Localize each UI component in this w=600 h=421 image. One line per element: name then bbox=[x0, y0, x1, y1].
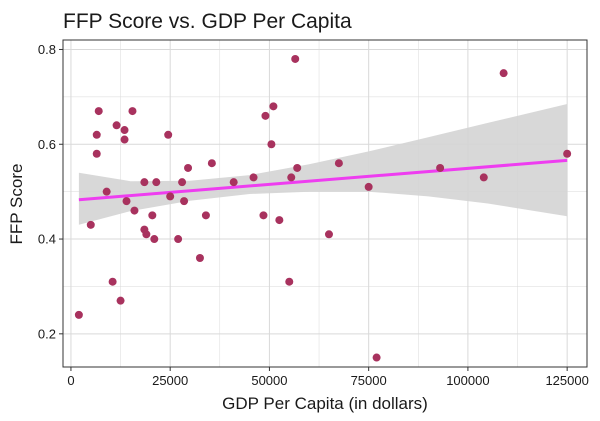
data-point bbox=[364, 182, 373, 191]
data-point bbox=[249, 173, 258, 182]
y-axis-title: FFP Score bbox=[7, 164, 26, 245]
data-point bbox=[102, 187, 111, 196]
data-point bbox=[436, 163, 445, 172]
data-point bbox=[112, 121, 121, 130]
data-point bbox=[150, 235, 159, 244]
y-tick-label: 0.6 bbox=[38, 137, 56, 152]
data-point bbox=[164, 130, 173, 139]
data-point bbox=[120, 135, 129, 144]
data-point bbox=[267, 140, 276, 149]
data-point bbox=[287, 173, 296, 182]
data-point bbox=[92, 149, 101, 158]
data-point bbox=[285, 277, 294, 286]
data-point bbox=[128, 107, 137, 116]
x-tick-label: 125000 bbox=[545, 373, 588, 388]
data-point bbox=[563, 149, 572, 158]
x-tick-label: 25000 bbox=[152, 373, 188, 388]
data-point bbox=[479, 173, 488, 182]
data-point bbox=[180, 197, 189, 206]
x-tick-label: 0 bbox=[67, 373, 74, 388]
data-point bbox=[275, 216, 284, 225]
data-point bbox=[291, 54, 300, 63]
data-point bbox=[166, 192, 175, 201]
data-points bbox=[74, 54, 572, 362]
y-tick-label: 0.2 bbox=[38, 326, 56, 341]
data-point bbox=[201, 211, 210, 220]
data-point bbox=[94, 107, 103, 116]
data-point bbox=[259, 211, 268, 220]
regression-line bbox=[78, 158, 568, 202]
x-tick-label: 50000 bbox=[251, 373, 287, 388]
data-point bbox=[269, 102, 278, 111]
data-point bbox=[293, 163, 302, 172]
data-point bbox=[116, 296, 125, 305]
data-point bbox=[108, 277, 117, 286]
data-point bbox=[372, 353, 381, 362]
data-point bbox=[142, 230, 151, 239]
y-tick-label: 0.4 bbox=[38, 232, 56, 247]
chart-title: FFP Score vs. GDP Per Capita bbox=[63, 10, 352, 33]
data-point bbox=[195, 254, 204, 262]
axis-ticks: 0 25000 50000 75000 100000 125000 0.2 0.4 0.6 0.8 bbox=[38, 42, 589, 388]
confidence-band bbox=[78, 104, 568, 225]
x-axis-title: GDP Per Capita (in dollars) bbox=[222, 394, 428, 413]
data-point bbox=[130, 206, 139, 215]
data-point bbox=[120, 126, 129, 135]
data-point bbox=[178, 178, 187, 187]
data-point bbox=[207, 159, 216, 168]
y-tick-label: 0.8 bbox=[38, 42, 56, 57]
data-point bbox=[152, 178, 161, 187]
data-point bbox=[140, 178, 149, 187]
data-point bbox=[74, 310, 83, 319]
data-point bbox=[86, 220, 95, 229]
x-tick-label: 100000 bbox=[446, 373, 489, 388]
data-point bbox=[122, 197, 131, 206]
data-point bbox=[334, 159, 343, 168]
data-point bbox=[184, 163, 193, 172]
data-point bbox=[229, 178, 238, 187]
data-point bbox=[261, 111, 270, 120]
data-point bbox=[92, 130, 101, 139]
x-tick-label: 75000 bbox=[351, 373, 387, 388]
data-point bbox=[148, 211, 157, 220]
regression-line-layer bbox=[78, 158, 568, 202]
data-point bbox=[499, 69, 508, 78]
data-point bbox=[324, 230, 333, 239]
plot-panel-border bbox=[62, 39, 588, 368]
confidence-band-layer bbox=[78, 104, 568, 225]
data-point bbox=[174, 235, 183, 244]
